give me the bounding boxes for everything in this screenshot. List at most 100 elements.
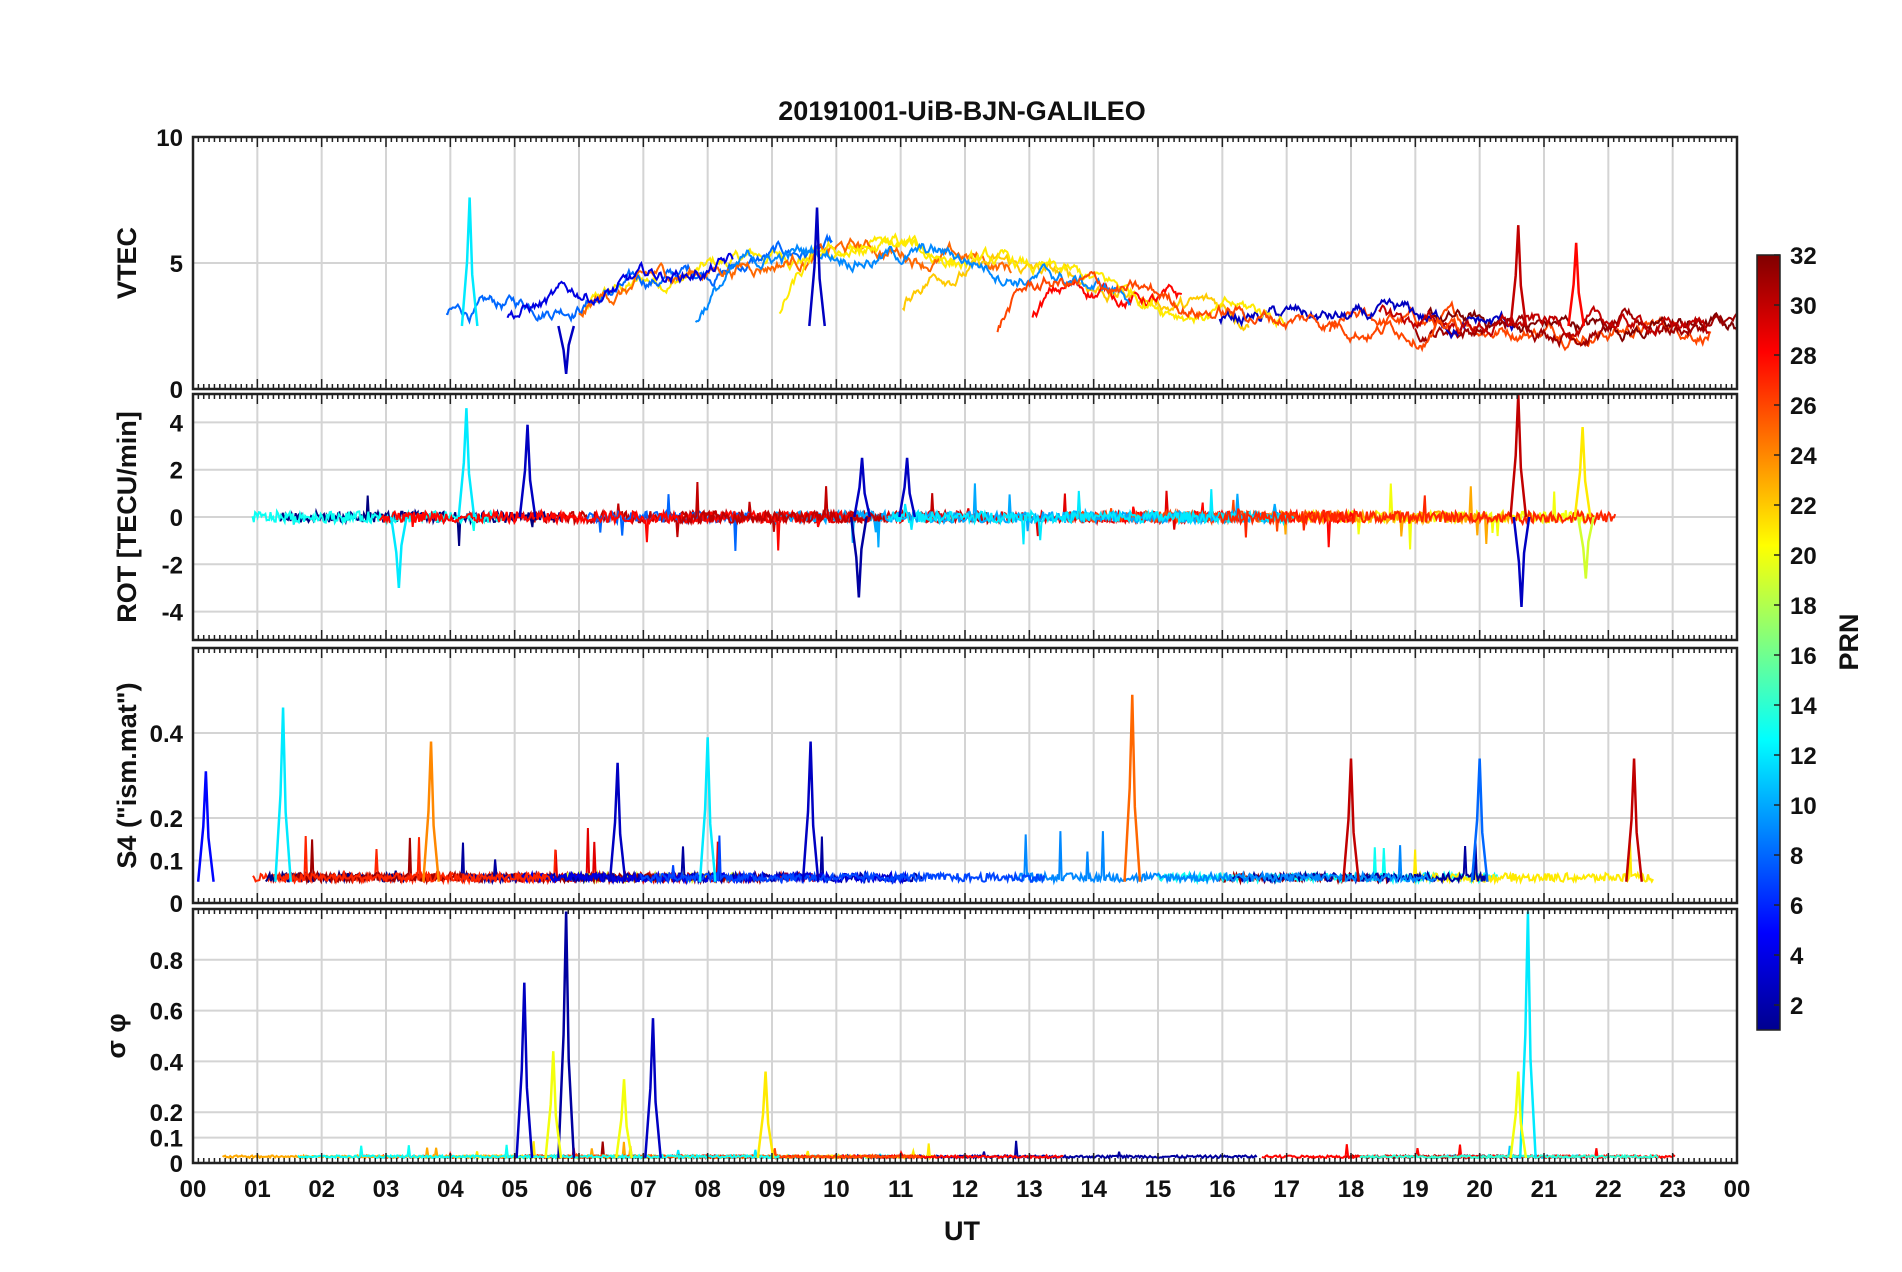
feature-spike	[853, 457, 872, 518]
traces-rot	[251, 394, 1617, 607]
y-tick-label: 10	[156, 125, 183, 152]
feature-spike	[460, 197, 479, 327]
panel-vtec: 0 5 10 VTEC	[112, 125, 1739, 404]
y-tick-label: 0	[170, 377, 183, 404]
y-tick-label: 0	[170, 505, 183, 532]
prn-trace	[678, 481, 883, 526]
panel-frame	[191, 907, 1739, 1165]
y-axis-label-sigma: σ φ	[101, 1013, 131, 1058]
x-tick-labels: 00 01 02 03 04 05 06 07 08 09 10 11 12 13 14 15 16 17 18 19…	[180, 1176, 1751, 1203]
chart-title: 20191001-UiB-BJN-GALILEO	[778, 96, 1146, 126]
x-tick-label: 21	[1531, 1176, 1558, 1203]
x-tick-label: 00	[180, 1176, 207, 1203]
panel-s4: 0 0.1 0.2 0.4 S4 ("ism.mat")	[112, 646, 1739, 918]
x-tick-label: 14	[1080, 1176, 1107, 1203]
x-tick-label: 15	[1145, 1176, 1172, 1203]
prn-trace	[1411, 840, 1654, 886]
feature-spike	[1567, 242, 1586, 327]
feature-spike	[849, 516, 868, 598]
y-axis-label-rot: ROT [TECU/min]	[112, 411, 142, 622]
y-axis-label-vtec: VTEC	[112, 227, 142, 299]
y-tick-label: -2	[162, 552, 183, 579]
x-tick-label: 01	[244, 1176, 271, 1203]
x-tick-label: 00	[1724, 1176, 1751, 1203]
prn-trace	[506, 252, 734, 321]
traces-sigma	[222, 911, 1676, 1161]
x-tick-label: 22	[1595, 1176, 1622, 1203]
panel-sigma: 00.10.2 0.4 0.6 0.8 σ φ	[101, 907, 1739, 1178]
colorbar-tick-label: 8	[1790, 843, 1803, 870]
x-tick-label: 16	[1209, 1176, 1236, 1203]
y-tick-label: 4	[170, 410, 184, 437]
feature-spike	[1509, 394, 1528, 518]
feature-spike	[608, 762, 627, 882]
feature-spike	[518, 424, 537, 518]
feature-spike	[1573, 427, 1592, 518]
x-tick-label: 23	[1659, 1176, 1686, 1203]
x-tick-label: 05	[501, 1176, 528, 1203]
x-tick-label: 10	[823, 1176, 850, 1203]
colorbar-label: PRN	[1834, 613, 1864, 670]
colorbar-tick-label: 32	[1790, 243, 1817, 270]
colorbar-gradient	[1756, 254, 1781, 1031]
x-tick-label: 13	[1016, 1176, 1043, 1203]
colorbar-tick-label: 4	[1790, 943, 1804, 970]
colorbar-tick-label: 16	[1790, 643, 1817, 670]
prn-trace	[297, 1144, 781, 1160]
colorbar-tick-label: 6	[1790, 893, 1803, 920]
panel-rot: -4 -2 0 2 4 ROT [TECU/min]	[112, 392, 1739, 642]
feature-spike	[557, 325, 576, 375]
feature-spike	[389, 516, 408, 589]
x-tick-label: 04	[437, 1176, 464, 1203]
prn-trace	[1414, 307, 1737, 349]
prn-trace	[694, 242, 1132, 323]
panel-frame	[191, 646, 1739, 905]
feature-spike	[1512, 516, 1531, 607]
colorbar-tick-label: 26	[1790, 393, 1817, 420]
feature-spike	[515, 982, 534, 1159]
feature-spike	[1509, 225, 1528, 327]
x-tick-label: 07	[630, 1176, 657, 1203]
y-tick-label: -4	[162, 600, 184, 627]
x-tick-label: 03	[373, 1176, 400, 1203]
prn-trace	[639, 835, 1046, 885]
prn-trace	[1328, 300, 1712, 352]
prn-trace	[1217, 495, 1617, 538]
feature-spike	[808, 207, 826, 327]
y-tick-label: 0	[170, 1151, 183, 1178]
x-tick-label: 02	[308, 1176, 335, 1203]
x-tick-label: 12	[952, 1176, 979, 1203]
colorbar-tick-label: 24	[1790, 443, 1817, 470]
feature-spike	[644, 1018, 662, 1159]
prn-trace	[584, 232, 958, 311]
colorbar-tick-label: 30	[1790, 293, 1817, 320]
colorbar-tick-label: 20	[1790, 543, 1817, 570]
y-tick-label: 0.2	[150, 806, 183, 833]
feature-spike	[1576, 516, 1595, 579]
panel-frame	[191, 135, 1739, 391]
feature-spike	[1123, 694, 1142, 882]
feature-spike	[196, 771, 215, 882]
feature-spike	[557, 911, 576, 1158]
prn-trace	[1378, 304, 1710, 341]
y-tick-label: 0.1	[150, 1126, 183, 1153]
feature-spike	[801, 741, 820, 882]
x-tick-label: 17	[1273, 1176, 1300, 1203]
prn-trace	[1014, 831, 1437, 886]
prn-trace	[272, 869, 551, 886]
colorbar-tick-label: 18	[1790, 593, 1817, 620]
feature-spike	[898, 457, 917, 518]
x-tick-label: 11	[888, 1176, 913, 1203]
feature-spike	[457, 408, 476, 518]
prn-trace	[778, 234, 1287, 329]
traces-vtec	[446, 197, 1737, 375]
colorbar-tick-label: 14	[1790, 693, 1817, 720]
y-tick-label: 0.1	[150, 849, 183, 876]
feature-spike	[756, 1071, 775, 1159]
y-tick-label: 0.4	[150, 721, 184, 748]
colorbar-tick-label: 2	[1790, 993, 1803, 1020]
y-tick-label: 0.2	[150, 1100, 183, 1127]
x-tick-label: 19	[1402, 1176, 1429, 1203]
